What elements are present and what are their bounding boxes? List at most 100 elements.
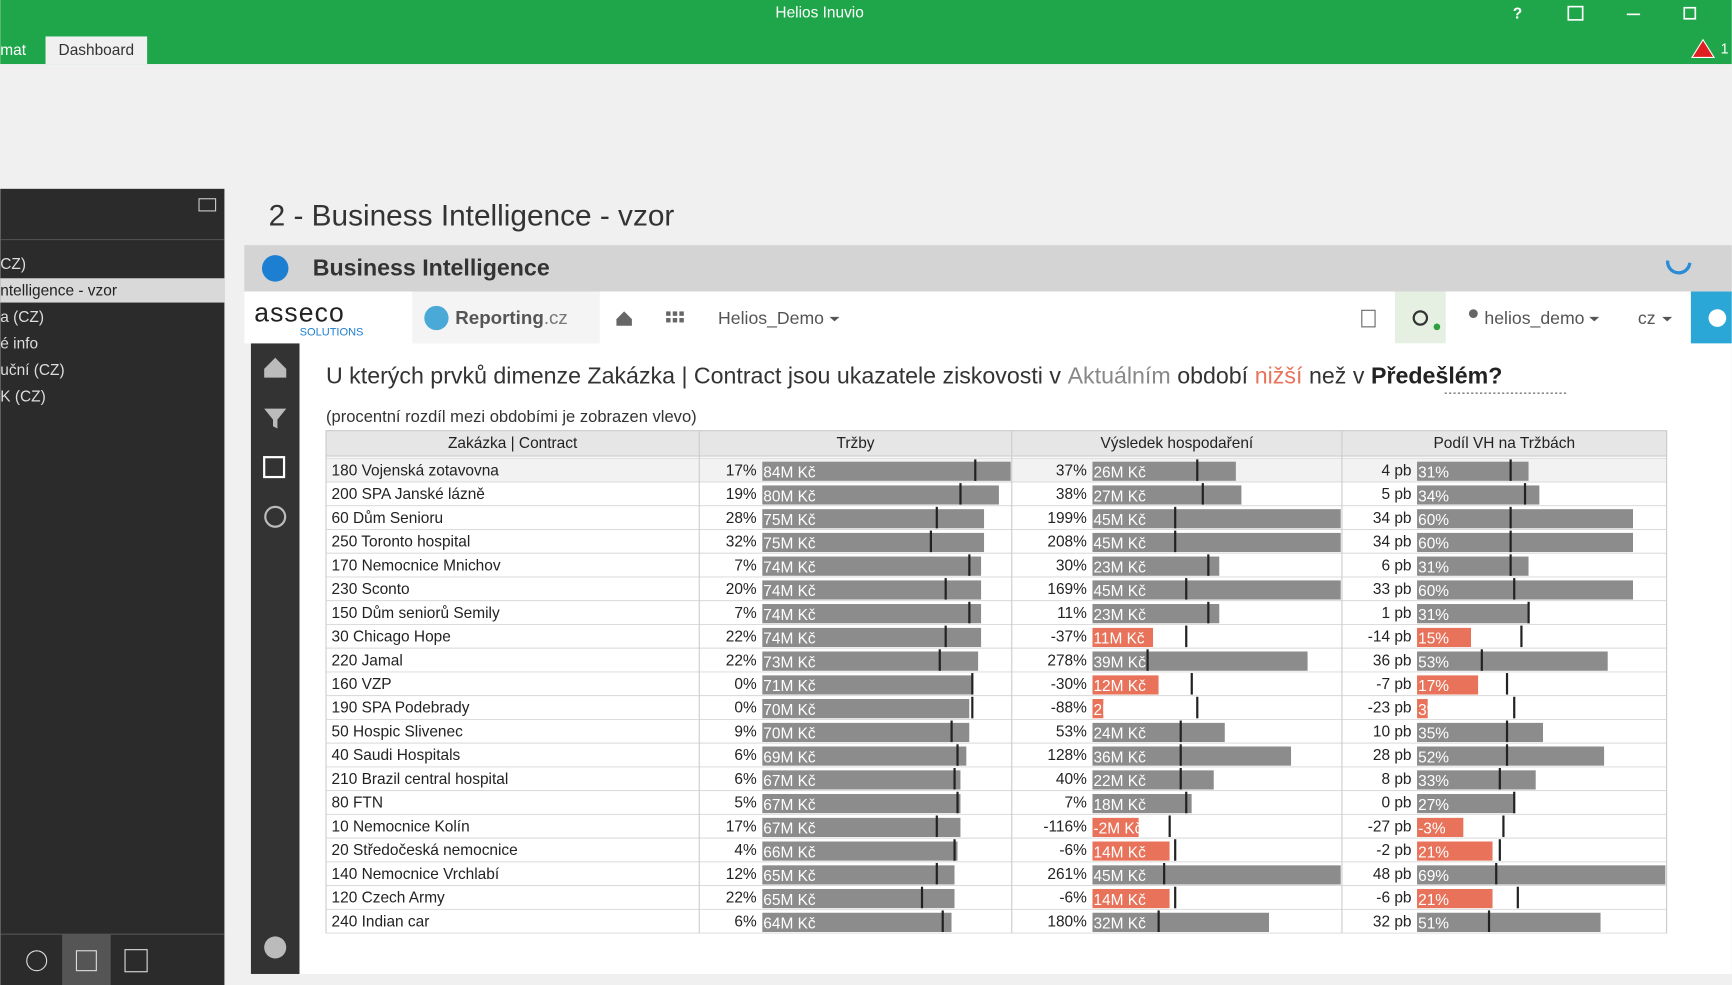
pct-diff: 12% <box>726 866 757 883</box>
nav-reports[interactable] <box>263 456 286 479</box>
bar <box>762 604 982 624</box>
alert-icon[interactable] <box>1690 38 1716 58</box>
bar <box>1417 485 1540 505</box>
pct-diff: 7% <box>734 557 757 574</box>
ribbon-tab[interactable]: Dashboard <box>59 42 135 59</box>
language-menu[interactable]: cz <box>1638 308 1656 328</box>
bar <box>1417 580 1634 600</box>
restore-ribbon-button[interactable] <box>1567 5 1584 21</box>
question: U kterých prvků dimenze Zakázka | Contra… <box>326 363 1502 389</box>
sidebar-item[interactable]: ntelligence - vzor <box>0 283 117 300</box>
document-button[interactable] <box>1361 309 1376 328</box>
sidebar-item[interactable]: K (CZ) <box>0 389 45 406</box>
row-name: 200 SPA Janské lázně <box>332 486 485 503</box>
pct-diff: 36 pb <box>1373 652 1412 669</box>
sync-button[interactable] <box>1412 310 1429 326</box>
bar-cell: 23M Kč <box>1092 556 1220 576</box>
bar-label: 26M Kč <box>1093 465 1146 482</box>
bar-label: 60% <box>1418 512 1449 529</box>
database-menu[interactable]: Helios_Demo <box>718 308 824 329</box>
home-button[interactable] <box>616 311 632 326</box>
bar-label: 23M Kč <box>1093 607 1146 624</box>
row-name: 140 Nemocnice Vrchlabí <box>332 866 500 883</box>
pct-diff: 38% <box>1056 486 1087 503</box>
row-name: 20 Středočeská nemocnice <box>332 842 518 859</box>
bar-cell: 69M Kč <box>762 746 967 766</box>
bar-cell: 75M Kč <box>762 509 985 529</box>
bar-cell: 12M Kč <box>1092 675 1159 695</box>
q-previous[interactable]: Předešlém? <box>1371 363 1502 389</box>
bar <box>762 675 973 695</box>
bar-label: 33% <box>1418 773 1449 790</box>
bar <box>762 865 955 885</box>
sidebar-item[interactable]: uční (CZ) <box>0 362 64 379</box>
collapse-button[interactable] <box>198 198 217 212</box>
feed-view-button[interactable] <box>124 949 148 973</box>
bar-label: 64M Kč <box>763 916 816 933</box>
bar-cell: 65M Kč <box>762 888 955 908</box>
pct-diff: 9% <box>734 723 757 740</box>
bar-cell: 27% <box>1417 793 1515 814</box>
row-name: 10 Nemocnice Kolín <box>332 818 470 835</box>
pct-diff: -6% <box>1059 842 1087 859</box>
pct-diff: 32% <box>726 534 757 551</box>
bar <box>1417 627 1472 648</box>
bar-label: 21% <box>1418 892 1449 909</box>
help-button[interactable]: ? <box>1513 5 1522 22</box>
tree-view-button[interactable] <box>26 950 48 972</box>
panel-title: Business Intelligence <box>313 255 550 281</box>
bar-cell: 45M Kč <box>1092 532 1341 553</box>
nav-filter[interactable] <box>264 408 287 429</box>
bar-label: 27% <box>1418 797 1449 814</box>
bar <box>1417 912 1601 932</box>
bar <box>762 912 952 932</box>
bar <box>762 841 958 861</box>
ribbon-tab[interactable]: mat <box>0 42 26 59</box>
bar <box>1417 651 1608 671</box>
nav-home[interactable] <box>264 357 287 378</box>
sidebar-items: CZ) ntelligence - vzor a (CZ) é info uční (C… <box>0 256 117 406</box>
bar-label: 32M Kč <box>1093 916 1146 933</box>
bar-cell: 67M Kč <box>762 770 961 790</box>
refresh-button[interactable] <box>1666 260 1692 275</box>
bar-cell: 23M Kč <box>1092 604 1220 624</box>
bar-cell: 70M Kč <box>762 722 970 743</box>
sidebar-item[interactable]: CZ) <box>0 256 26 273</box>
apps-button[interactable] <box>666 311 684 323</box>
sidebar-item[interactable]: a (CZ) <box>0 309 44 326</box>
bar-label: 69M Kč <box>763 749 816 766</box>
bar-label: 70M Kč <box>763 726 816 743</box>
bar-label: 17% <box>1418 678 1449 695</box>
nav-expand[interactable] <box>264 936 287 959</box>
bar-label: 75M Kč <box>763 512 816 529</box>
row-name: 230 Sconto <box>332 581 410 598</box>
nav-history[interactable] <box>264 505 287 528</box>
user-menu[interactable]: helios_demo <box>1484 308 1584 329</box>
bar <box>1417 841 1493 861</box>
row-name: 160 VZP <box>332 676 392 693</box>
bar-label: 31% <box>1418 559 1449 576</box>
title-bar <box>0 0 1732 65</box>
bar-label: 74M Kč <box>763 559 816 576</box>
bar <box>1417 746 1605 766</box>
maximize-button[interactable] <box>1683 6 1697 20</box>
bar-cell: 75M Kč <box>762 532 985 553</box>
bar-label: 31% <box>1418 465 1449 482</box>
bar <box>1092 865 1341 885</box>
bar-cell: 31% <box>1417 461 1529 482</box>
bar-cell: 14M Kč <box>1092 841 1170 861</box>
alert-count[interactable]: 1 <box>1721 41 1729 57</box>
bar-label: 18M Kč <box>1093 797 1146 814</box>
bar <box>1092 817 1139 838</box>
bar-label: 67M Kč <box>763 773 816 790</box>
tiles-view-button[interactable] <box>75 950 97 972</box>
bar-cell: 74M Kč <box>762 580 982 600</box>
bar <box>762 556 982 576</box>
bar <box>1417 770 1536 790</box>
bar-cell: 53% <box>1417 651 1608 671</box>
row-name: 40 Saudi Hospitals <box>332 747 461 764</box>
bar <box>1417 604 1529 624</box>
q-current: Aktuálním <box>1068 363 1171 389</box>
pct-diff: -7 pb <box>1376 676 1411 693</box>
sidebar-item[interactable]: é info <box>0 336 38 353</box>
